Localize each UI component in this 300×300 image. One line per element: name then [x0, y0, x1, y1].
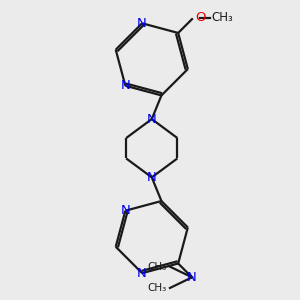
- Text: O: O: [195, 11, 205, 24]
- Text: N: N: [187, 271, 197, 284]
- Text: N: N: [137, 17, 147, 30]
- Text: N: N: [137, 267, 147, 280]
- Text: N: N: [147, 171, 157, 184]
- Text: N: N: [147, 112, 157, 126]
- Text: N: N: [121, 79, 130, 92]
- Text: CH₃: CH₃: [212, 11, 233, 24]
- Text: N: N: [121, 204, 130, 217]
- Text: CH₃: CH₃: [148, 262, 167, 272]
- Text: CH₃: CH₃: [148, 283, 167, 293]
